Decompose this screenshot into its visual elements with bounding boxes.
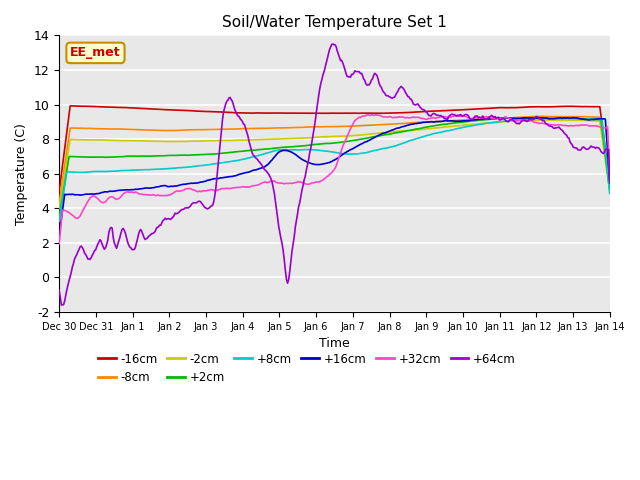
Title: Soil/Water Temperature Set 1: Soil/Water Temperature Set 1 [222,15,447,30]
Y-axis label: Temperature (C): Temperature (C) [15,123,28,225]
Legend: -16cm, -8cm, -2cm, +2cm, +8cm, +16cm, +32cm, +64cm: -16cm, -8cm, -2cm, +2cm, +8cm, +16cm, +3… [93,348,520,389]
X-axis label: Time: Time [319,337,350,350]
Text: EE_met: EE_met [70,47,121,60]
